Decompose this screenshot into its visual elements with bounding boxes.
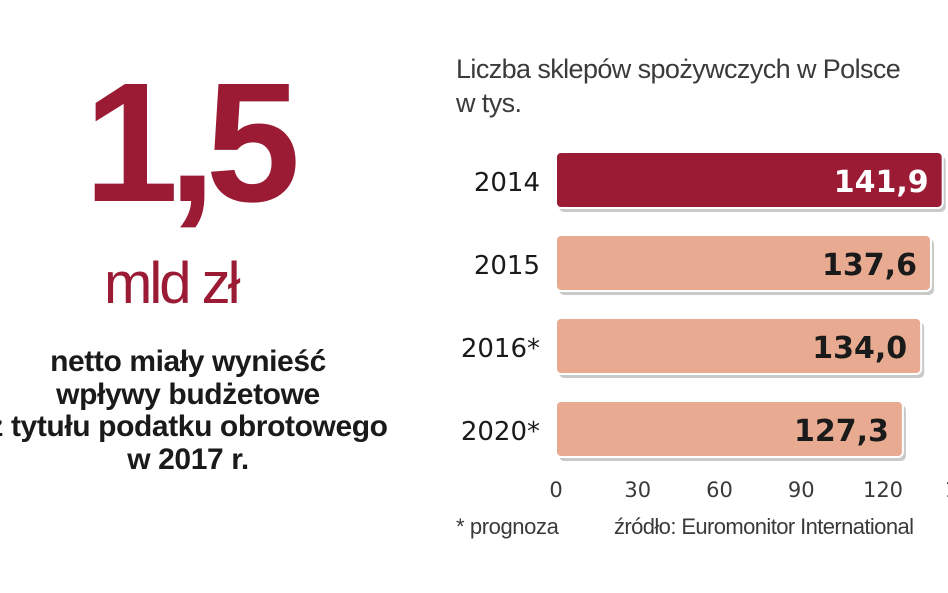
x-tick-label: 60 bbox=[706, 478, 733, 502]
x-tick-label: 150 bbox=[945, 478, 948, 502]
headline-line: w 2017 r. bbox=[127, 443, 249, 477]
x-tick-label: 30 bbox=[624, 478, 651, 502]
data-label: 134,0 bbox=[812, 331, 907, 366]
data-label: 127,3 bbox=[794, 414, 889, 449]
headline-value: 1,5 bbox=[84, 48, 300, 238]
chart-footnote: * prognoza bbox=[456, 514, 559, 539]
headline-unit: mld zł bbox=[104, 251, 240, 316]
data-label: 141,9 bbox=[834, 165, 929, 200]
x-tick-label: 120 bbox=[863, 478, 903, 502]
x-tick-label: 90 bbox=[788, 478, 815, 502]
chart-subtitle: w tys. bbox=[456, 88, 522, 119]
headline-description: netto miały wynieść wpływy budżetowe z t… bbox=[0, 345, 436, 477]
chart-title: Liczba sklepów spożywczych w Polsce bbox=[456, 54, 901, 84]
category-label: 2016* bbox=[461, 334, 540, 364]
chart-title-block: Liczba sklepów spożywczych w Polsce w ty… bbox=[456, 52, 901, 120]
bar bbox=[555, 234, 932, 292]
x-tick-label: 0 bbox=[549, 478, 562, 502]
bar bbox=[555, 317, 923, 375]
data-label: 137,6 bbox=[822, 248, 917, 283]
bar bbox=[555, 400, 904, 458]
bar bbox=[555, 151, 944, 209]
category-label: 2015 bbox=[474, 251, 540, 281]
headline-panel: 1,5 mld zł netto miały wynieść wpływy bu… bbox=[0, 0, 440, 593]
category-label: 2014 bbox=[474, 168, 540, 198]
category-label: 2020* bbox=[461, 417, 540, 447]
headline-line: z tytułu podatku obrotowego bbox=[0, 410, 388, 444]
headline-line: netto miały wynieść bbox=[50, 345, 326, 378]
chart-source: źródło: Euromonitor International bbox=[614, 514, 914, 539]
headline-line: wpływy budżetowe bbox=[56, 377, 320, 411]
